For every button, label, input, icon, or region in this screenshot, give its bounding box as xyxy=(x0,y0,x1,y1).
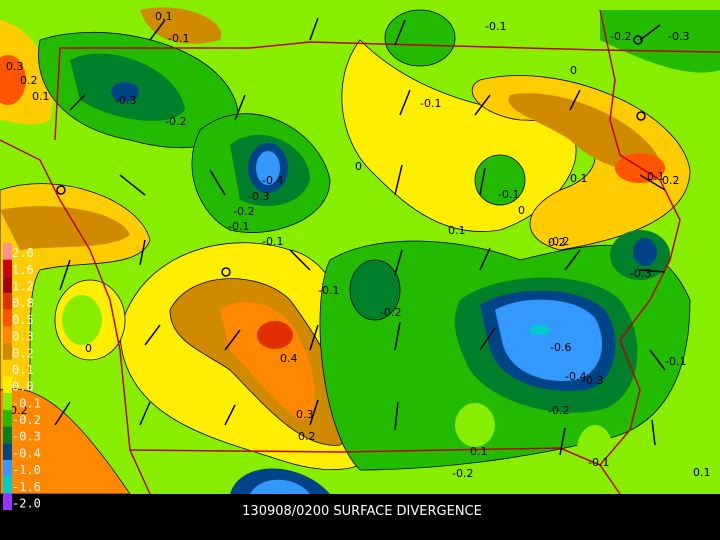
contour-label: 0.1 xyxy=(647,170,665,183)
contour-label: -0.2 xyxy=(165,115,186,128)
contour-label: -0.1 xyxy=(318,284,339,297)
contour-label: -0.2 xyxy=(548,235,569,248)
contour-label: -0.1 xyxy=(485,20,506,33)
contour-label: -0.2 xyxy=(610,30,631,43)
legend-label: 0.3 xyxy=(12,330,34,344)
legend-label: 0.0 xyxy=(12,380,34,394)
contour-label: -0.1 xyxy=(420,97,441,110)
contour-label: -0.1 xyxy=(228,220,249,233)
contour-label: -0.4 xyxy=(262,174,283,187)
contour-label: -0.1 xyxy=(498,188,519,201)
contour-label: 0.2 xyxy=(548,236,566,249)
legend-label: -2.0 xyxy=(12,496,41,510)
contour-label: 0.2 xyxy=(20,74,38,87)
contour-label: -0.2 xyxy=(233,205,254,218)
contour-label: -0.3 xyxy=(630,267,651,280)
legend-label: 0.5 xyxy=(12,313,34,327)
legend: 2.0 1.6 1.2 0.8 0.5 0.3 0.2 0.1 0.0 -0.1 -0.2 -0.3 -… xyxy=(3,243,41,510)
legend-swatch xyxy=(3,259,12,277)
contour-label: 0 xyxy=(518,204,525,217)
contour-label: -0.3 xyxy=(115,94,136,107)
legend-swatch xyxy=(3,359,12,377)
legend-swatch xyxy=(3,393,12,410)
legend-label: 1.2 xyxy=(12,280,34,294)
contour-label: -0.1 xyxy=(588,456,609,469)
legend-swatch xyxy=(3,476,12,494)
legend-label: 1.6 xyxy=(12,263,34,277)
legend-label: 0.1 xyxy=(12,363,34,377)
contour-label: 0.4 xyxy=(280,352,298,365)
legend-label: 0.2 xyxy=(12,346,34,360)
contour-label: 0.2 xyxy=(10,404,28,417)
contour-label: -0.3 xyxy=(668,30,689,43)
contour-labels: -0.3-0.2-0.4-0.3-0.2-0.1-0.10-0.10.1-0.1… xyxy=(6,10,711,480)
contour-label: 0.1 xyxy=(570,172,588,185)
legend-swatch xyxy=(3,409,12,427)
contour-label: -0.1 xyxy=(665,355,686,368)
contour-label: -0.1 xyxy=(168,32,189,45)
legend-swatch xyxy=(3,243,12,260)
legend-swatch xyxy=(3,326,12,344)
contour-label: 0.3 xyxy=(296,408,314,421)
contour-label: -0.2 xyxy=(548,404,569,417)
legend-label: 2.0 xyxy=(12,246,34,260)
contour-label: 0.2 xyxy=(298,430,316,443)
contour-label: -0.3 xyxy=(582,374,603,387)
contour-label: 0.1 xyxy=(32,90,50,103)
legend-swatch xyxy=(3,293,12,310)
legend-swatch xyxy=(3,309,12,327)
contour-fill xyxy=(0,7,720,495)
legend-swatch xyxy=(3,343,12,360)
state-borders xyxy=(0,9,720,495)
contour-label: -0.2 xyxy=(452,467,473,480)
contour-label: -0.4 xyxy=(565,370,586,383)
contour-label: 0.1 xyxy=(155,10,173,23)
wind-barbs xyxy=(54,17,666,456)
map-title: 130908/0200 SURFACE DIVERGENCE xyxy=(242,504,482,519)
contour-label: 0 xyxy=(570,64,577,77)
legend-swatch xyxy=(3,426,12,444)
station-circles xyxy=(56,35,646,277)
legend-swatch xyxy=(3,443,12,460)
legend-swatch xyxy=(3,459,12,477)
legend-swatch xyxy=(3,493,12,510)
contour-label: 0.1 xyxy=(448,224,466,237)
legend-swatch xyxy=(3,276,12,294)
contour-label: -0.3 xyxy=(248,190,269,203)
legend-label: -1.0 xyxy=(12,463,41,477)
legend-swatch xyxy=(3,376,12,394)
contour-label: 0.1 xyxy=(470,445,488,458)
contour-label: 0 xyxy=(85,342,92,355)
contour-label: -0.1 xyxy=(262,235,283,248)
contour-label: -0.2 xyxy=(380,306,401,319)
contour-label: 0 xyxy=(355,160,362,173)
contour-label: 0.1 xyxy=(693,466,711,479)
legend-label: -1.6 xyxy=(12,480,41,494)
legend-label: 0.8 xyxy=(12,296,34,310)
contour-label: -0.6 xyxy=(550,341,571,354)
contour-label: 0.2 xyxy=(662,174,680,187)
contour-label: 0.3 xyxy=(6,60,24,73)
legend-label: -0.2 xyxy=(12,413,41,427)
legend-label: -0.4 xyxy=(12,446,41,460)
legend-label: -0.3 xyxy=(12,430,41,444)
legend-label: -0.1 xyxy=(12,396,41,410)
